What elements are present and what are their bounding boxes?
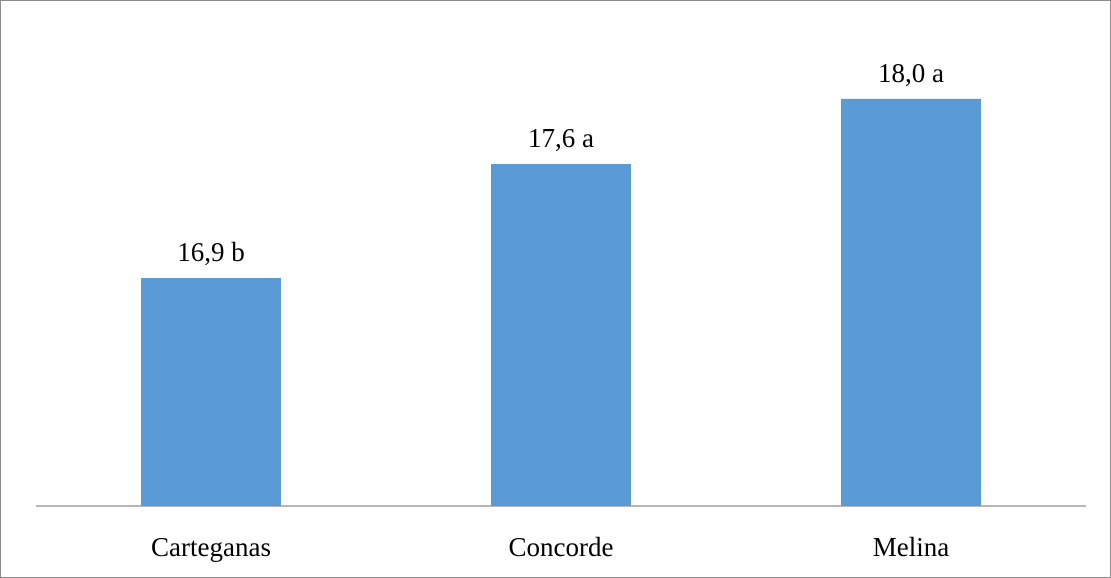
- data-label-carteganas: 16,9 b: [177, 237, 245, 267]
- category-label-melina: Melina: [873, 532, 949, 562]
- bars-layer: [141, 98, 981, 506]
- data-label-concorde: 17,6 a: [528, 123, 594, 153]
- bar-carteganas: [141, 278, 281, 506]
- bar-concorde: [491, 164, 631, 506]
- labels-layer: 16,9 b 17,6 a 18,0 a: [177, 58, 944, 267]
- data-label-melina: 18,0 a: [878, 58, 944, 88]
- category-label-concorde: Concorde: [509, 532, 614, 562]
- category-label-carteganas: Carteganas: [151, 532, 271, 562]
- category-labels: Carteganas Concorde Melina: [151, 532, 949, 562]
- bar-melina: [841, 98, 981, 506]
